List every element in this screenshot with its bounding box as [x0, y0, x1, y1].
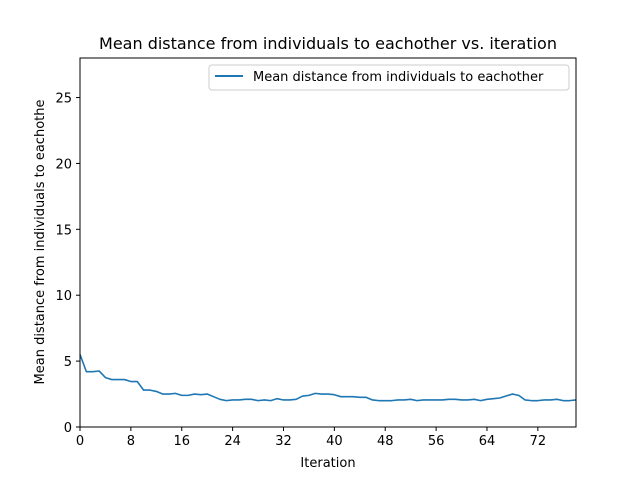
x-tick-label: 72 — [530, 434, 547, 449]
x-tick-label: 56 — [428, 434, 445, 449]
y-tick-label: 0 — [64, 421, 72, 436]
legend-label: Mean distance from individuals to eachot… — [253, 70, 544, 85]
y-tick-label: 25 — [55, 92, 72, 107]
y-tick-label: 10 — [55, 289, 72, 304]
y-tick-label: 5 — [64, 355, 72, 370]
series-line — [79, 354, 577, 402]
chart-title: Mean distance from individuals to eachot… — [99, 34, 557, 53]
x-tick-label: 64 — [479, 434, 496, 449]
y-tick-label: 20 — [55, 157, 72, 172]
plot-frame — [79, 57, 577, 428]
x-tick-label: 8 — [127, 434, 135, 449]
legend: Mean distance from individuals to eachot… — [208, 64, 570, 91]
x-tick-label: 0 — [76, 434, 84, 449]
x-tick-label: 24 — [224, 434, 241, 449]
x-tick-label: 32 — [275, 434, 292, 449]
x-tick-label: 16 — [173, 434, 190, 449]
x-tick-label: 40 — [326, 434, 343, 449]
y-tick-label: 15 — [55, 223, 72, 238]
y-axis-label: Mean distance from individuals to eachot… — [33, 100, 48, 385]
series-layer — [79, 354, 577, 402]
axis-ticks: 0 8 16 24 32 40 48 56 64 72 0 5 10 15 20 25 — [55, 92, 546, 449]
x-tick-label: 48 — [377, 434, 394, 449]
legend-box — [208, 64, 570, 91]
x-axis-label: Iteration — [300, 456, 355, 471]
